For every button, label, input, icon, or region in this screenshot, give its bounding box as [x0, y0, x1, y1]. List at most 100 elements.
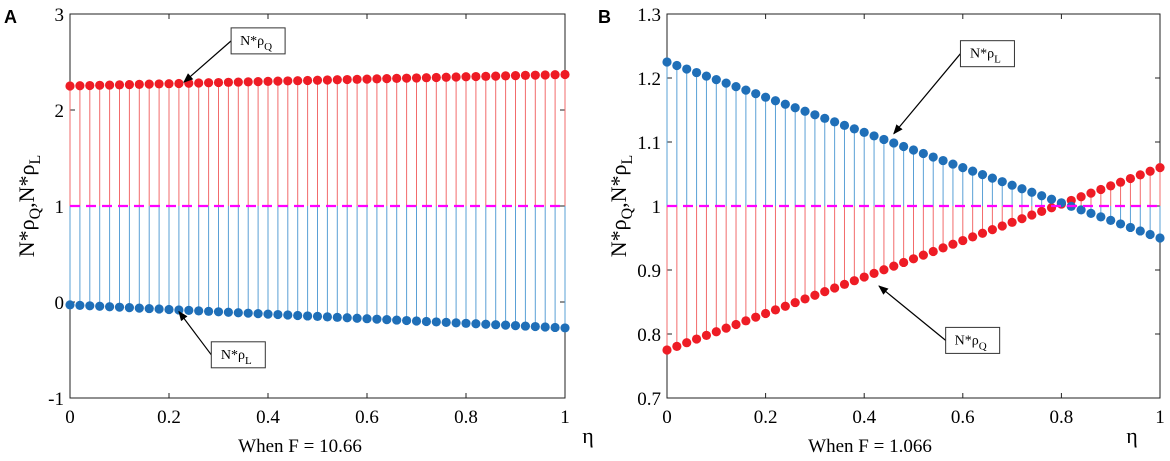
marker-rho-q	[273, 76, 283, 86]
marker-rho-l	[520, 321, 531, 331]
marker-rho-q	[293, 76, 303, 86]
marker-rho-l	[174, 305, 184, 315]
marker-rho-q	[144, 79, 154, 89]
y-axis-label: N*ρQ,N*ρL	[606, 155, 636, 258]
marker-rho-l	[1115, 219, 1126, 229]
marker-rho-l	[977, 170, 988, 180]
marker-rho-l	[672, 60, 682, 71]
marker-rho-q	[75, 81, 85, 91]
x-tick-label: 0.6	[355, 407, 379, 428]
marker-rho-q	[761, 308, 771, 319]
marker-rho-q	[253, 77, 263, 87]
marker-rho-q	[471, 71, 481, 82]
marker-rho-l	[662, 57, 672, 67]
marker-rho-q	[124, 80, 134, 90]
marker-rho-q	[332, 75, 342, 85]
marker-rho-q	[431, 72, 441, 83]
marker-rho-q	[164, 79, 174, 89]
marker-rho-q	[114, 80, 125, 90]
marker-rho-l	[421, 316, 431, 327]
marker-rho-q	[751, 312, 761, 322]
y-tick-label: 0	[55, 293, 65, 314]
marker-rho-q	[711, 327, 721, 337]
marker-rho-q	[174, 78, 184, 89]
marker-rho-q	[1135, 170, 1145, 180]
y-tick-label: 1	[55, 197, 65, 218]
y-tick-label: 0.9	[637, 261, 661, 282]
marker-rho-q	[411, 73, 422, 83]
marker-rho-l	[997, 177, 1007, 187]
marker-rho-l	[501, 320, 511, 330]
marker-rho-l	[451, 318, 461, 328]
annotation-box	[959, 40, 1015, 68]
marker-rho-l	[105, 302, 115, 312]
annotation-box	[230, 27, 286, 55]
marker-rho-q	[550, 70, 560, 80]
panel-letter: A	[4, 7, 17, 27]
marker-rho-l	[1037, 191, 1047, 201]
marker-rho-q	[85, 80, 95, 91]
marker-rho-q	[682, 338, 692, 348]
marker-rho-q	[830, 283, 840, 293]
annotation-arrow	[183, 40, 232, 83]
x-tick-label: 0.2	[754, 407, 778, 428]
marker-rho-q	[95, 80, 105, 90]
marker-rho-l	[1155, 233, 1165, 243]
annotation-label-sub: L	[994, 54, 1001, 66]
marker-rho-q	[859, 272, 869, 282]
marker-rho-l	[411, 316, 422, 326]
marker-rho-l	[1096, 212, 1106, 222]
x-tick-label: 1	[1155, 407, 1165, 428]
marker-rho-q	[1076, 192, 1086, 202]
y-axis-label: N*ρQ,N*ρL	[14, 155, 44, 258]
x-tick-label: 0.8	[454, 407, 478, 428]
marker-rho-q	[1027, 210, 1037, 220]
y-axis-label-part: Q	[27, 207, 44, 219]
marker-rho-l	[372, 314, 382, 324]
marker-rho-q	[987, 225, 997, 235]
marker-rho-l	[362, 314, 372, 324]
y-tick-label: 2	[55, 101, 65, 122]
marker-rho-l	[741, 85, 751, 95]
marker-rho-l	[342, 313, 352, 323]
marker-rho-q	[839, 279, 850, 289]
marker-rho-q	[243, 77, 253, 87]
marker-rho-l	[134, 303, 144, 313]
marker-rho-q	[977, 228, 988, 238]
marker-rho-l	[75, 300, 85, 310]
marker-rho-q	[372, 74, 382, 84]
annotation-label: N*ρQ	[955, 333, 987, 352]
marker-rho-q	[672, 341, 682, 351]
y-axis-label-part: Q	[619, 207, 636, 219]
marker-rho-q	[1007, 217, 1017, 227]
annotation-label: N*ρL	[970, 47, 1001, 66]
marker-rho-l	[431, 317, 441, 327]
marker-rho-q	[283, 76, 293, 86]
annotation-arrow	[178, 310, 212, 356]
marker-rho-q	[520, 70, 531, 81]
marker-rho-l	[233, 308, 243, 318]
annotation-label-base: N*ρ	[221, 348, 245, 363]
marker-rho-l	[879, 134, 889, 145]
marker-rho-q	[461, 72, 471, 82]
marker-rho-l	[213, 307, 224, 317]
y-tick-label: 3	[55, 5, 65, 26]
marker-rho-l	[144, 303, 154, 314]
marker-rho-l	[830, 117, 840, 127]
marker-rho-q	[1046, 203, 1057, 213]
annotation-label-sub: Q	[979, 340, 987, 352]
marker-rho-q	[1155, 163, 1165, 173]
marker-rho-l	[273, 309, 283, 320]
marker-rho-l	[810, 110, 820, 120]
marker-rho-l	[859, 127, 869, 137]
marker-rho-q	[530, 70, 540, 80]
marker-rho-l	[461, 318, 471, 328]
marker-rho-l	[1086, 208, 1096, 218]
marker-rho-l	[918, 148, 928, 159]
marker-rho-q	[1145, 166, 1155, 176]
marker-rho-l	[95, 301, 105, 311]
annotation-label-sub: L	[245, 355, 252, 367]
panel-caption: When F = 10.66	[238, 436, 362, 457]
marker-rho-q	[1096, 184, 1106, 195]
y-axis-label-part: L	[619, 155, 636, 165]
